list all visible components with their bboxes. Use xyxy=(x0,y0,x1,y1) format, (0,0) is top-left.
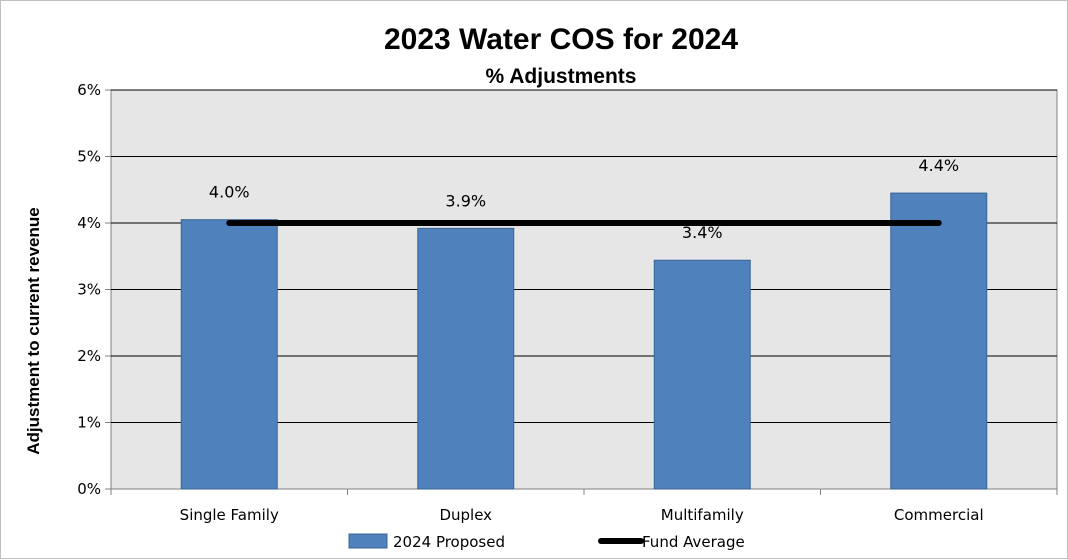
bar-3 xyxy=(653,259,751,490)
y-axis-label: Adjustment to current revenue xyxy=(24,207,43,455)
y-tick-label: 1% xyxy=(77,414,101,432)
legend-swatch-bar xyxy=(348,533,388,549)
y-tick-label: 5% xyxy=(77,148,101,166)
legend-label: Fund Average xyxy=(642,533,745,551)
data-label: 4.0% xyxy=(209,183,250,202)
bar-4 xyxy=(890,192,988,490)
legend-label: 2024 Proposed xyxy=(393,533,505,551)
y-tick-label: 0% xyxy=(77,480,101,498)
bar-2 xyxy=(417,227,515,490)
x-tick-label: Single Family xyxy=(180,506,279,524)
chart-subtitle: % Adjustments xyxy=(486,65,637,88)
plot-area: 0% 1% 2% 3% 4% 5% 6% 4.0% 3.9% 3.4% 4.4% Single Fam… xyxy=(77,81,1058,551)
bar-1 xyxy=(180,219,278,490)
x-tick-label: Duplex xyxy=(439,506,492,524)
x-tick-label: Commercial xyxy=(894,506,984,524)
data-label: 3.4% xyxy=(682,223,723,242)
y-tick-label: 3% xyxy=(77,281,101,299)
chart-title: 2023 Water COS for 2024 xyxy=(384,23,738,56)
y-tick-label: 6% xyxy=(77,81,101,99)
data-label: 3.9% xyxy=(445,191,486,210)
y-tick-label: 4% xyxy=(77,214,101,232)
x-tick-label: Multifamily xyxy=(661,506,744,524)
y-tick-label: 2% xyxy=(77,347,101,365)
data-label: 4.4% xyxy=(918,156,959,175)
